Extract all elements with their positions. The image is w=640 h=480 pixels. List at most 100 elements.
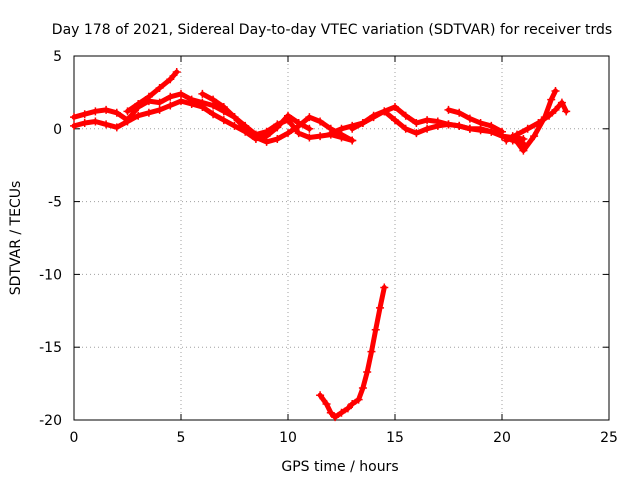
plot-frame [73, 55, 610, 421]
data-point [219, 102, 228, 111]
data-point [498, 127, 506, 136]
data-point [465, 114, 474, 123]
data-point [80, 118, 89, 127]
data-point [177, 89, 185, 98]
series-track-g [444, 105, 506, 136]
data-point [322, 399, 331, 408]
data-point [294, 121, 303, 130]
data-point [433, 121, 442, 130]
data-point [557, 98, 566, 107]
x-tick-label: 0 [70, 430, 79, 446]
data-point [172, 68, 181, 77]
series-track-c [123, 68, 181, 116]
data-point [316, 391, 325, 400]
data-point [209, 95, 218, 104]
data-point [412, 129, 421, 138]
data-point [412, 118, 421, 127]
series-track-i [502, 98, 571, 145]
data-point [91, 117, 100, 126]
data-point [305, 133, 314, 142]
data-point [343, 404, 352, 413]
data-point [80, 110, 89, 119]
data-point [230, 121, 239, 130]
data-point [262, 137, 271, 146]
data-point [512, 130, 521, 139]
data-point [102, 120, 111, 129]
y-tick-label: 0 [53, 122, 62, 138]
data-point [348, 399, 357, 408]
data-point [423, 124, 432, 133]
data-point [367, 347, 376, 356]
data-point [326, 129, 335, 138]
data-point [273, 134, 282, 143]
data-point [155, 84, 164, 93]
data-point [444, 105, 453, 114]
x-tick-label: 5 [177, 430, 186, 446]
x-tick-label: 15 [386, 430, 404, 446]
data-point [284, 111, 292, 120]
data-point [530, 132, 539, 141]
x-tick-label: 10 [279, 430, 297, 446]
x-tick-label: 25 [600, 430, 618, 446]
data-point [358, 118, 367, 127]
data-point [465, 124, 474, 133]
data-point [112, 108, 121, 117]
data-point [284, 129, 292, 138]
data-point [534, 118, 543, 127]
data-point [294, 129, 303, 138]
data-point [219, 116, 228, 125]
data-point [519, 146, 528, 155]
y-tick-label: -20 [39, 413, 62, 429]
data-point [348, 136, 357, 145]
series-trace [503, 100, 569, 143]
data-point [455, 121, 464, 130]
data-point [144, 92, 153, 101]
data-point [423, 116, 432, 125]
data-point [112, 123, 121, 132]
series-dip-track [316, 283, 389, 422]
data-point [230, 113, 239, 122]
data-point [476, 118, 485, 127]
data-point [123, 107, 132, 116]
data-point [348, 124, 357, 133]
data-point [198, 102, 207, 111]
data-point [251, 133, 260, 142]
data-point [376, 303, 385, 312]
data-point [363, 367, 372, 376]
data-point [391, 116, 399, 125]
data-point [166, 101, 175, 110]
data-point [209, 110, 218, 119]
data-point [241, 124, 250, 133]
data-point [187, 100, 196, 109]
data-point [134, 111, 143, 120]
data-markers [70, 68, 571, 422]
data-point [358, 383, 367, 392]
data-point [316, 117, 325, 126]
data-point [123, 117, 132, 126]
data-point [155, 98, 164, 107]
data-point [380, 107, 389, 116]
data-point [337, 124, 346, 133]
x-tick-label: 20 [493, 430, 511, 446]
data-point [551, 105, 560, 114]
data-point [502, 136, 511, 145]
data-point [166, 75, 175, 84]
y-tick-label: -5 [48, 195, 62, 211]
y-tick-label: 5 [53, 49, 62, 65]
data-point [519, 134, 528, 143]
y-axis-label: SDTVAR / TECUs [8, 181, 24, 296]
y-tick-label: -15 [39, 340, 62, 356]
series-track-b [70, 97, 314, 143]
data-point [177, 97, 185, 106]
data-point [369, 111, 378, 120]
data-point [155, 105, 164, 114]
data-point [401, 124, 410, 133]
data-point [316, 132, 325, 141]
data-point [144, 108, 153, 117]
data-point [444, 120, 453, 129]
data-point [562, 107, 571, 116]
data-point [331, 413, 340, 422]
data-point [551, 86, 560, 95]
data-point [391, 102, 399, 111]
